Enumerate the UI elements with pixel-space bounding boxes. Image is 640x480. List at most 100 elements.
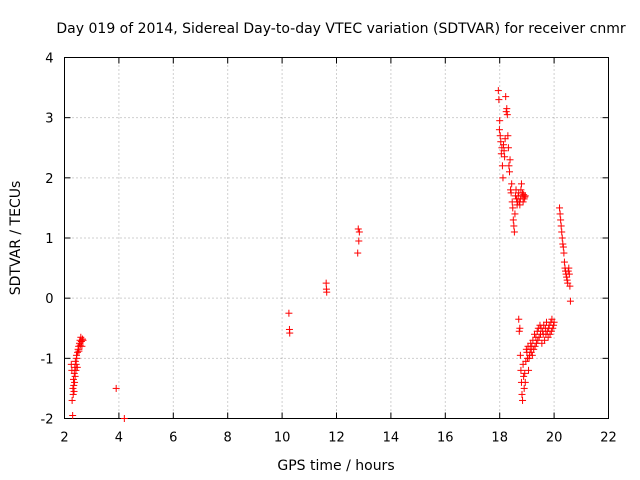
data-point <box>531 342 539 350</box>
data-point <box>501 153 509 161</box>
y-axis-label: SDTVAR / TECUs <box>8 181 24 296</box>
data-point <box>71 378 79 386</box>
data-point <box>72 366 80 374</box>
data-point <box>519 396 527 404</box>
grid <box>64 57 609 419</box>
data-point <box>516 324 524 332</box>
data-point <box>511 210 519 218</box>
data-point <box>285 309 293 317</box>
data-point <box>503 111 511 119</box>
data-point <box>495 96 503 104</box>
data-point <box>541 336 549 344</box>
data-point <box>565 264 573 272</box>
data-point <box>566 297 574 305</box>
data-point <box>76 341 84 349</box>
data-point <box>69 375 77 383</box>
x-tick-label: 18 <box>491 431 508 446</box>
data-point <box>557 216 565 224</box>
data-point <box>69 390 77 398</box>
data-point <box>70 381 78 389</box>
data-point <box>535 333 543 341</box>
data-point <box>286 329 294 337</box>
data-point <box>502 108 510 116</box>
data-point <box>503 105 511 113</box>
data-point <box>517 186 525 194</box>
data-point <box>559 240 567 248</box>
data-point <box>566 282 574 290</box>
data-point <box>496 132 504 140</box>
x-tick-label: 12 <box>328 431 345 446</box>
data-point <box>520 195 528 203</box>
data-point <box>75 347 83 355</box>
data-point <box>69 384 77 392</box>
data-point <box>69 411 77 419</box>
data-point <box>557 222 565 230</box>
data-point <box>73 354 81 362</box>
data-point <box>558 228 566 236</box>
data-point <box>355 237 363 245</box>
x-tick-label: 16 <box>437 431 454 446</box>
x-tick-label: 14 <box>383 431 400 446</box>
data-point <box>560 249 568 257</box>
y-tick-label: 3 <box>45 112 53 127</box>
data-point <box>515 315 523 323</box>
data-point <box>520 372 528 380</box>
data-point <box>510 222 518 230</box>
data-point <box>521 369 529 377</box>
data-point <box>70 369 78 377</box>
data-point <box>518 390 526 398</box>
y-tick-label: 0 <box>45 292 53 307</box>
data-point <box>74 345 82 353</box>
data-point <box>517 180 525 188</box>
y-tick-label: -1 <box>41 352 54 367</box>
data-point <box>505 168 513 176</box>
data-point <box>530 345 538 353</box>
data-point <box>499 174 507 182</box>
data-points <box>67 87 574 422</box>
data-point <box>510 228 518 236</box>
data-point <box>502 93 510 101</box>
data-point <box>74 348 82 356</box>
data-point <box>520 384 528 392</box>
x-tick-label: 2 <box>60 431 68 446</box>
plot-frame <box>64 57 609 419</box>
data-point <box>550 318 558 326</box>
data-point <box>556 210 564 218</box>
data-point <box>505 162 513 170</box>
data-point <box>521 378 529 386</box>
y-tick-label: 2 <box>45 172 53 187</box>
data-point <box>516 201 524 209</box>
data-point <box>516 351 524 359</box>
data-point <box>68 396 76 404</box>
x-tick-label: 4 <box>115 431 123 446</box>
data-point <box>525 366 533 374</box>
data-point <box>494 87 502 95</box>
data-point <box>354 225 362 233</box>
data-point <box>500 147 508 155</box>
data-point <box>355 228 363 236</box>
data-point <box>525 354 533 362</box>
data-point <box>565 270 573 278</box>
data-point <box>498 162 506 170</box>
y-tick-label: -2 <box>41 413 54 428</box>
x-tick-label: 8 <box>224 431 232 446</box>
data-point <box>504 144 512 152</box>
data-point <box>509 204 517 212</box>
data-point <box>323 288 331 296</box>
data-point <box>112 384 120 392</box>
data-point <box>549 324 557 332</box>
data-point <box>507 189 515 197</box>
data-point <box>528 351 536 359</box>
data-point <box>73 363 81 371</box>
data-point <box>78 342 86 350</box>
data-point <box>71 357 79 365</box>
data-point <box>78 335 86 343</box>
y-tick-label: 4 <box>45 52 53 67</box>
x-tick-label: 22 <box>600 431 617 446</box>
chart-title: Day 019 of 2014, Sidereal Day-to-day VTE… <box>56 21 625 37</box>
data-point <box>70 387 78 395</box>
data-point <box>120 415 128 422</box>
data-point <box>322 279 330 287</box>
data-point <box>559 243 567 251</box>
